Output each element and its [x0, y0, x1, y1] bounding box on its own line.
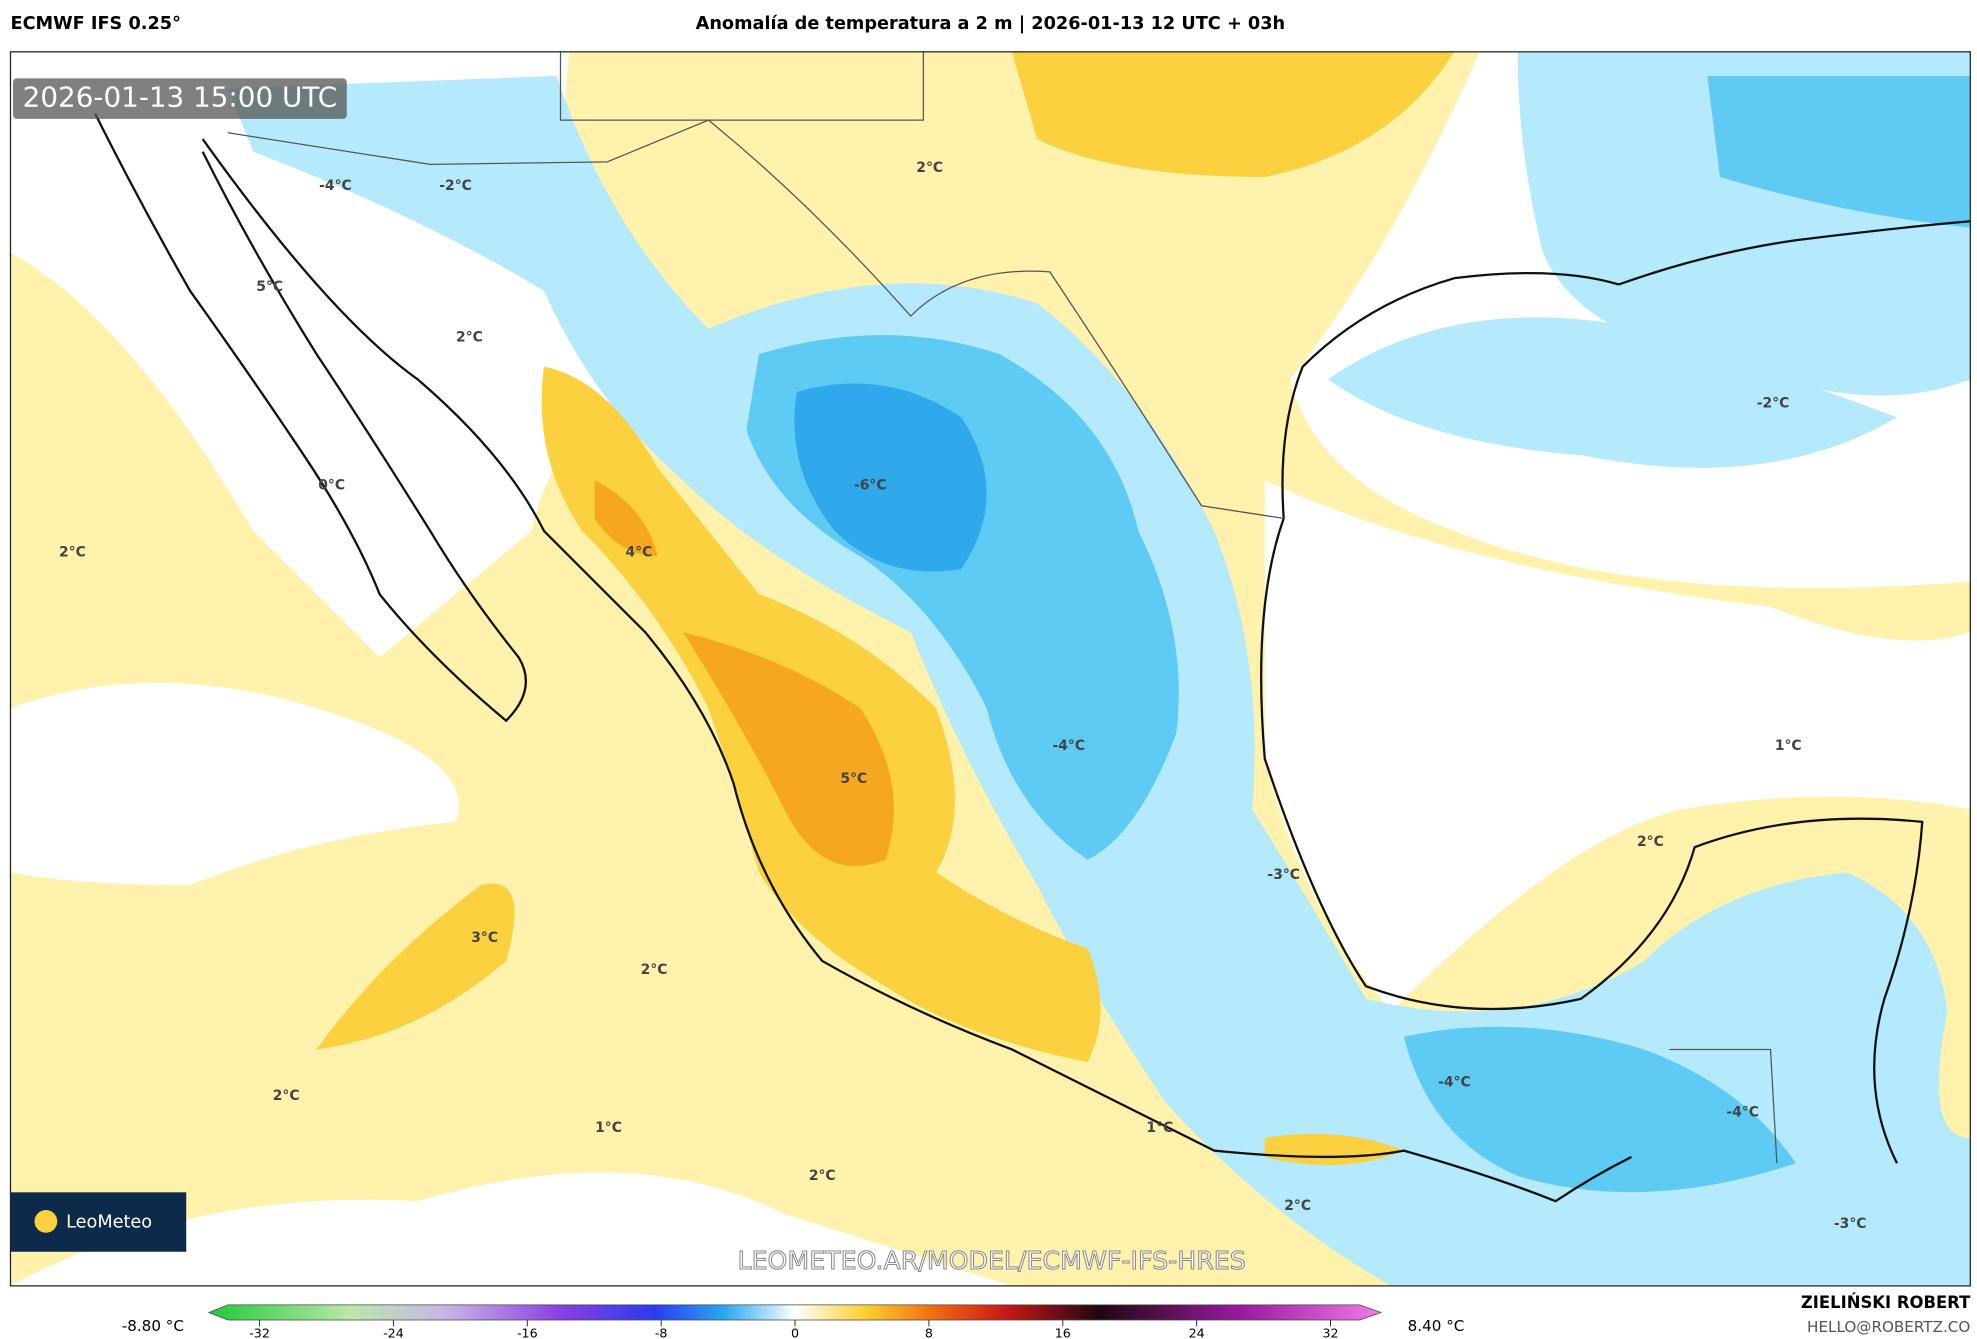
colorbar-tick-label: -24	[383, 1325, 404, 1339]
contour-label: 2°C	[273, 1088, 300, 1104]
email: HELLO@ROBERTZ.CO	[1807, 1318, 1970, 1336]
contour-label: 1°C	[1146, 1120, 1173, 1136]
contour-label: 4°C	[625, 545, 652, 561]
colorbar	[207, 1304, 1383, 1321]
contour-label: 2°C	[456, 330, 483, 346]
contour-label: 2°C	[1637, 834, 1664, 850]
contour-label: -2°C	[439, 178, 472, 194]
colorbar-tick-label: 32	[1322, 1325, 1338, 1339]
contour-label: 2°C	[916, 160, 943, 176]
colorbar-tick-label: 16	[1055, 1325, 1071, 1339]
colorbar-tick-label: -32	[249, 1325, 270, 1339]
colorbar-tick-label: 24	[1189, 1325, 1205, 1339]
author: ZIELIŃSKI ROBERT	[1801, 1293, 1971, 1312]
contour-label: -4°C	[319, 178, 352, 194]
contour-label: 2°C	[1284, 1198, 1311, 1214]
contour-label: -3°C	[1834, 1216, 1867, 1232]
watermark: LEOMETEO.AR/MODEL/ECMWF-IFS-HRES	[738, 1246, 1246, 1275]
colorbar-tick-label: 8	[925, 1325, 933, 1339]
colorbar-tick-label: -16	[517, 1325, 538, 1339]
colorbar-max: 8.40 °C	[1408, 1317, 1465, 1335]
contour-label: 3°C	[471, 930, 498, 946]
contour-label: 5°C	[256, 279, 283, 295]
logo-sun	[34, 1210, 58, 1233]
contour-label: -4°C	[1726, 1105, 1759, 1121]
contour-label: 2°C	[59, 545, 86, 561]
contour-label: -2°C	[1757, 395, 1790, 411]
timestamp: 2026-01-13 15:00 UTC	[23, 81, 337, 114]
contour-label: 1°C	[1775, 738, 1802, 754]
contour-label: 2°C	[641, 962, 668, 978]
contour-label: -6°C	[854, 478, 887, 494]
timestamp-box	[13, 78, 347, 119]
contour-label: 1°C	[595, 1120, 622, 1136]
contour-label: -4°C	[1053, 738, 1086, 754]
contour-label: 5°C	[840, 771, 867, 787]
colorbar-tick-label: 0	[791, 1325, 799, 1339]
contour-label: 2°C	[809, 1168, 836, 1184]
contour-labels: -4°C -2°C 5°C 2°C 2°C 0°C 2°C 4°C -6°C -2°C 1°C -4°…	[59, 160, 1866, 1232]
contour-label: 0°C	[318, 478, 345, 494]
map-frame	[9, 51, 1971, 1287]
contour-label: -4°C	[1438, 1074, 1471, 1090]
logo: LeoMeteo	[66, 1213, 152, 1233]
colorbar-tick-label: -8	[655, 1325, 668, 1339]
colorbar-min: -8.80 °C	[122, 1317, 184, 1335]
map-title: Anomalía de temperatura a 2 m | 2026-01-…	[696, 14, 1285, 34]
model-name: ECMWF IFS 0.25°	[10, 14, 180, 34]
colorbar-ticks: -32 -24 -16 -8 0 8 16 24 32	[249, 1320, 1339, 1339]
anomaly-field	[10, 51, 1971, 1286]
contour-label: -3°C	[1267, 867, 1300, 883]
